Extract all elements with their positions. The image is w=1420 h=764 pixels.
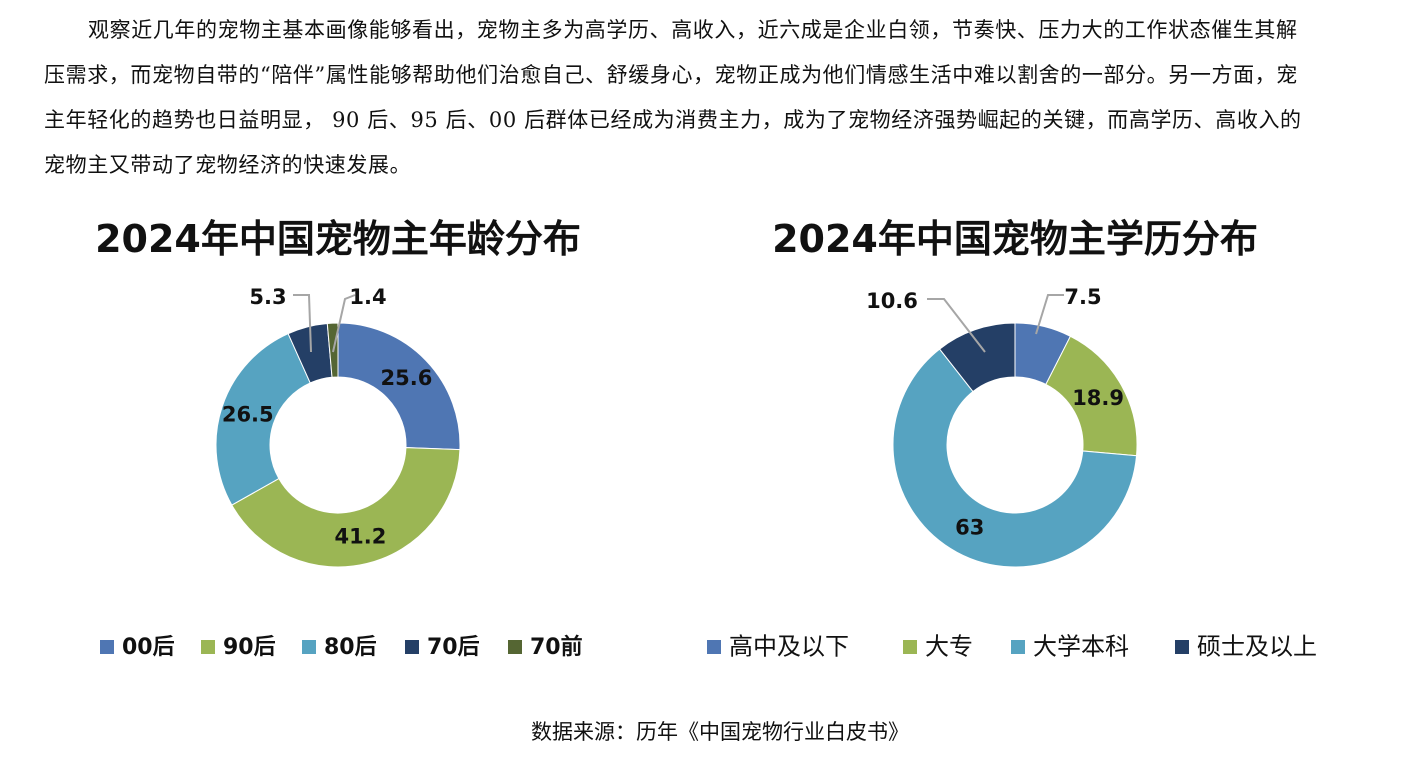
age-data-label-0: 25.6 <box>381 366 433 390</box>
age-chart-title: 2024年中国宠物主年龄分布 <box>95 217 581 261</box>
education-legend-label-3: 硕士及以上 <box>1197 633 1317 661</box>
age-leader-line-4 <box>332 294 356 353</box>
age-donut <box>215 322 461 568</box>
education-donut <box>892 322 1138 568</box>
education-data-label-2: 63 <box>955 516 984 540</box>
age-data-label-1: 41.2 <box>335 524 387 548</box>
age-data-labels: 25.6 41.2 26.5 5.3 1.4 <box>222 285 433 548</box>
age-legend-swatch-1 <box>201 640 215 654</box>
education-data-label-3: 10.6 <box>866 289 918 313</box>
age-legend-label-2: 80后 <box>324 635 377 660</box>
charts-area: 2024年中国宠物主年龄分布 25.6 41.2 26.5 5.3 1.4 00后 90后… <box>95 217 1317 661</box>
age-legend-label-0: 00后 <box>122 635 175 660</box>
education-legend-swatch-1 <box>903 640 917 654</box>
education-chart-title: 2024年中国宠物主学历分布 <box>772 217 1258 261</box>
intro-paragraph: 观察近几年的宠物主基本画像能够看出，宠物主多为高学历、高收入，近六成是企业白领，… <box>44 18 1302 177</box>
age-slice-1 <box>231 447 461 568</box>
education-leader-line-0 <box>1035 294 1064 335</box>
education-legend-swatch-3 <box>1175 640 1189 654</box>
age-data-label-2: 26.5 <box>222 402 274 426</box>
age-chart: 2024年中国宠物主年龄分布 25.6 41.2 26.5 5.3 1.4 00后 90后… <box>95 217 583 660</box>
age-legend-label-1: 90后 <box>223 635 276 660</box>
age-legend-swatch-3 <box>405 640 419 654</box>
education-legend-swatch-2 <box>1011 640 1025 654</box>
education-legend-label-2: 大学本科 <box>1033 633 1129 661</box>
education-legend: 高中及以下 大专 大学本科 硕士及以上 <box>707 633 1317 661</box>
age-legend-swatch-4 <box>508 640 522 654</box>
education-data-label-0: 7.5 <box>1064 285 1101 309</box>
data-source-text: 历年《中国宠物行业白皮书》 <box>636 720 909 744</box>
age-legend-label-3: 70后 <box>427 635 480 660</box>
education-leader-line-3 <box>927 298 986 353</box>
age-legend-swatch-0 <box>100 640 114 654</box>
data-source: 数据来源：历年《中国宠物行业白皮书》 <box>0 716 1420 746</box>
age-leader-line-3 <box>293 294 312 353</box>
education-data-labels: 7.5 18.9 63 10.6 <box>866 285 1124 540</box>
age-legend-label-4: 70前 <box>530 634 583 660</box>
age-slice-2 <box>215 332 311 506</box>
age-legend-swatch-2 <box>302 640 316 654</box>
education-slice-3 <box>938 322 1016 393</box>
age-data-label-4: 1.4 <box>349 285 386 309</box>
age-data-label-3: 5.3 <box>249 285 286 309</box>
education-legend-label-1: 大专 <box>925 633 973 661</box>
age-legend: 00后 90后 80后 70后 70前 <box>100 634 583 660</box>
education-chart: 2024年中国宠物主学历分布 7.5 18.9 63 10.6 高中及以下 大专 大学本科… <box>707 217 1317 661</box>
education-legend-label-0: 高中及以下 <box>729 633 849 661</box>
data-source-label: 数据来源： <box>531 720 636 744</box>
education-data-label-1: 18.9 <box>1072 386 1124 410</box>
education-slice-2 <box>892 348 1138 568</box>
education-legend-swatch-0 <box>707 640 721 654</box>
age-slice-0 <box>337 322 461 451</box>
